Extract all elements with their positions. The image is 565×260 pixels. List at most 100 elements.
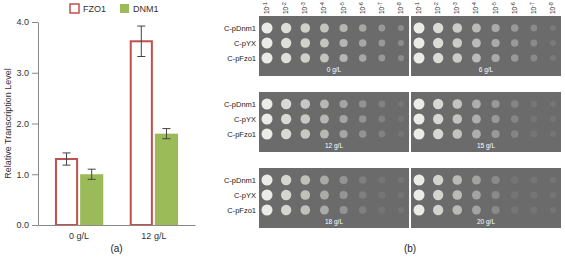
spot	[530, 192, 537, 199]
y-axis: 0.01.02.03.04.0	[16, 17, 38, 230]
strain-label: C-pYX	[234, 115, 256, 124]
error-bar-stem	[66, 153, 67, 165]
dilution-label: 10-7	[377, 2, 385, 14]
dilution-exponent: -5	[339, 2, 345, 7]
spot	[550, 177, 556, 183]
legend-label: DNM1	[133, 4, 159, 14]
dilution-label: 10-2	[433, 2, 441, 14]
error-bar	[162, 129, 170, 139]
spot	[359, 115, 367, 123]
spot	[281, 38, 291, 48]
spot-assay: 10-110-210-310-410-510-610-710-810-110-2…	[224, 2, 561, 228]
spot	[378, 177, 385, 184]
x-axis: 0 g/L 12 g/L	[39, 225, 196, 241]
legend: FZO1DNM1	[70, 4, 159, 14]
y-tick-label: 4.0	[16, 17, 29, 27]
spot	[550, 131, 556, 137]
dilution-label: 10-3	[452, 2, 460, 14]
spot	[262, 23, 273, 34]
spot	[300, 190, 310, 200]
error-bar-cap	[63, 165, 71, 166]
spot	[320, 115, 329, 124]
strain-label: C-pYX	[234, 191, 256, 200]
spot	[262, 205, 273, 216]
x-tick-label: 0 g/L	[69, 231, 89, 241]
spot	[511, 100, 519, 108]
strain-label: C-pDnm1	[224, 100, 256, 109]
spot	[320, 54, 329, 63]
legend-swatch	[70, 4, 79, 13]
plate	[259, 92, 409, 152]
spot	[339, 54, 347, 62]
dilution-exponent: -8	[396, 2, 402, 7]
spot	[262, 53, 273, 64]
legend-swatch	[120, 4, 129, 13]
spot	[359, 176, 367, 184]
spot	[511, 130, 519, 138]
spot	[530, 207, 537, 214]
spot	[491, 176, 499, 184]
spot	[491, 206, 499, 214]
dilution-label: 10-4	[471, 2, 479, 14]
x-axis-line	[39, 225, 196, 226]
spot	[452, 190, 462, 200]
plate	[411, 16, 561, 76]
caption: (b)	[404, 243, 416, 254]
strain-label: C-pDnm1	[224, 176, 256, 185]
spot	[491, 130, 499, 138]
spot	[472, 115, 481, 124]
spot	[511, 54, 519, 62]
y-tick: 0.0	[16, 220, 38, 230]
spot	[414, 38, 425, 49]
error-bar-stem	[166, 129, 167, 139]
spot	[472, 206, 481, 215]
error-bar-stem	[91, 169, 92, 179]
spot	[398, 55, 404, 61]
spot	[452, 175, 462, 185]
plate-label: 18 g/L	[325, 218, 343, 226]
spot	[378, 40, 385, 47]
error-bar-cap	[162, 128, 170, 129]
spot	[281, 205, 291, 215]
spot	[339, 191, 347, 199]
spot	[300, 129, 310, 139]
spot	[262, 175, 273, 186]
spot	[398, 177, 404, 183]
spot	[281, 23, 291, 33]
spot	[281, 99, 291, 109]
spot	[530, 131, 537, 138]
spot	[300, 23, 310, 33]
strain-label: C-pFzo1	[227, 206, 256, 215]
spot	[359, 24, 367, 32]
y-axis-line	[38, 23, 39, 226]
spot	[433, 53, 443, 63]
y-tick-mark	[32, 124, 38, 125]
spot	[262, 129, 273, 140]
bar	[131, 41, 152, 225]
spot	[491, 54, 499, 62]
dilution-label: 10-2	[281, 2, 289, 14]
spot	[300, 205, 310, 215]
error-bar-cap	[88, 169, 96, 170]
spot	[339, 115, 347, 123]
spot	[378, 101, 385, 108]
dilution-label: 10-6	[510, 2, 518, 14]
plate	[259, 168, 409, 228]
error-bar-cap	[88, 179, 96, 180]
spot	[339, 176, 347, 184]
strain-label: C-pFzo1	[227, 54, 256, 63]
spot	[300, 99, 310, 109]
x-tick-label: 12 g/L	[141, 231, 166, 241]
spot	[398, 101, 404, 107]
spot	[414, 53, 425, 64]
dilution-label: 10-1	[414, 2, 422, 14]
dilution-exponent: -3	[452, 2, 458, 7]
plate-label: 12 g/L	[325, 142, 343, 150]
spot	[530, 101, 537, 108]
spot	[472, 176, 481, 185]
dilution-exponent: -7	[377, 2, 383, 7]
spot	[398, 116, 404, 122]
plate-label: 15 g/L	[477, 142, 495, 150]
spot	[320, 39, 329, 48]
spot	[433, 38, 443, 48]
